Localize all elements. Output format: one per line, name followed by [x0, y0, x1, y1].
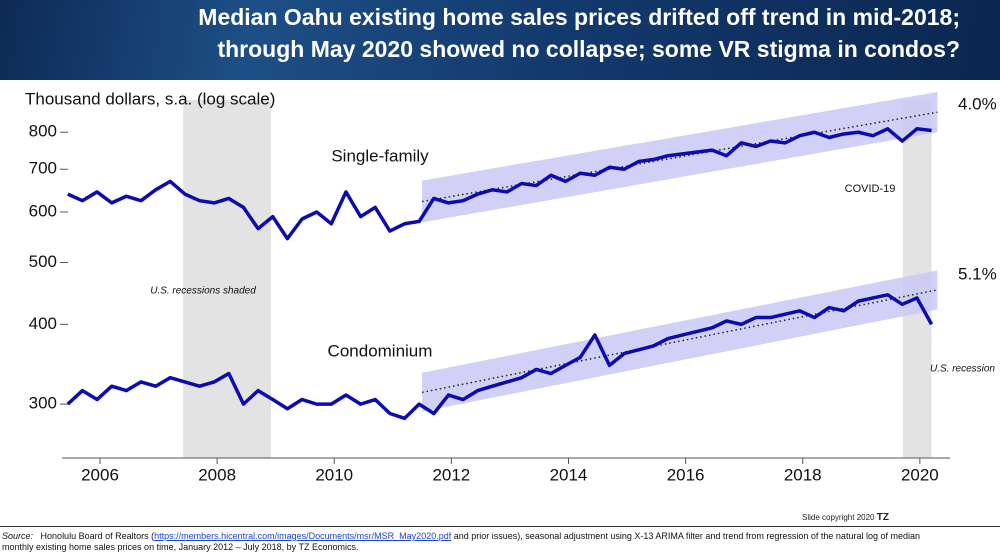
y-tick-label: 600: [29, 201, 57, 220]
x-tick-label: 2020: [901, 465, 939, 484]
title-line: through May 2020 showed no collapse; som…: [217, 36, 960, 62]
trend-band: [422, 270, 938, 412]
chart: 2006 2008 2010 2012 2014 2016 2018 2020 300 400 50…: [25, 89, 997, 484]
series-line: [67, 127, 932, 241]
x-tick-label: 2006: [81, 465, 119, 484]
source-label: Source:: [2, 531, 34, 541]
source-text: and prior issues), seasonal adjustment u…: [2, 531, 920, 552]
copyright: Slide copyright 2020 TZ: [802, 512, 889, 523]
copyright-text: Slide copyright 2020: [802, 513, 875, 522]
shade-label: U.S. recession: [930, 364, 995, 375]
trend-line: [421, 111, 938, 203]
logo: TZ: [876, 512, 889, 523]
series-label: Single-family: [331, 146, 429, 165]
x-tick-label: 2016: [667, 465, 705, 484]
y-tick-label: 300: [29, 394, 57, 413]
series-label: Condominium: [328, 341, 433, 360]
y-tick-label: 700: [29, 159, 57, 178]
x-tick-label: 2018: [784, 465, 822, 484]
trend-label: 4.0%: [958, 94, 997, 113]
y-tick-label: 800: [29, 122, 57, 141]
x-tick-label: 2008: [198, 465, 236, 484]
x-tick-label: 2010: [315, 465, 353, 484]
title-line: Median Oahu existing home sales prices d…: [198, 4, 960, 30]
y-axis-title: Thousand dollars, s.a. (log scale): [25, 89, 275, 108]
footer: Source: Honolulu Board of Realtors (http…: [0, 526, 1000, 552]
y-tick-label: 400: [29, 314, 57, 333]
x-tick-label: 2012: [432, 465, 470, 484]
x-tick-label: 2014: [550, 465, 588, 484]
source-text: Honolulu Board of Realtors (: [40, 531, 155, 541]
y-tick-label: 500: [29, 252, 57, 271]
shaded-period: [183, 100, 271, 458]
header: Median Oahu existing home sales prices d…: [0, 0, 1000, 80]
shade-label: U.S. recessions shaded: [150, 286, 256, 297]
source-link[interactable]: https://members.hicentral.com/images/Doc…: [154, 531, 452, 541]
source: Source: Honolulu Board of Realtors (http…: [2, 531, 942, 553]
series-line: [66, 293, 934, 421]
trend-label: 5.1%: [958, 264, 997, 283]
annotation: COVID-19: [845, 183, 896, 195]
